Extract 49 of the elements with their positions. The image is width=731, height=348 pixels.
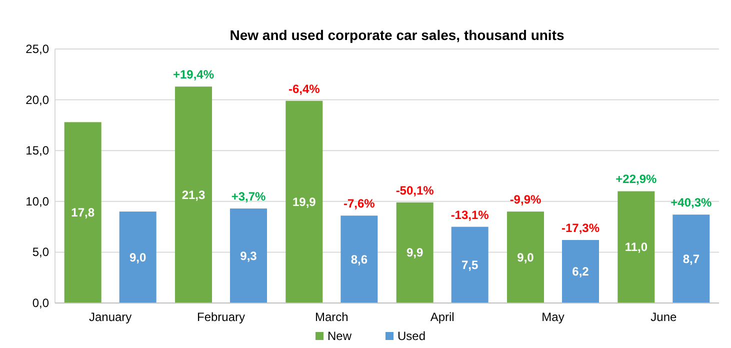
- annotation: -17,3%: [561, 221, 600, 236]
- bar: [286, 100, 323, 303]
- bar: [230, 208, 267, 303]
- data-label: 11,0: [624, 240, 648, 254]
- annotation: +40,3%: [670, 196, 712, 210]
- data-label: 7,5: [461, 258, 478, 272]
- data-label: 21,3: [182, 188, 206, 202]
- y-tick-label: 15,0: [26, 144, 50, 158]
- bar: [64, 122, 102, 303]
- y-tick-label: 5,0: [32, 245, 50, 260]
- annotation: -13,1%: [450, 208, 490, 222]
- x-tick-label: May: [542, 310, 564, 324]
- data-label: 9,9: [406, 246, 424, 260]
- annotation: +3,7%: [231, 190, 266, 204]
- data-label: 9,3: [240, 248, 258, 263]
- data-label: 17,8: [71, 206, 95, 220]
- chart-title: New and used corporate car sales, thousand units: [230, 27, 564, 43]
- legend-label: Used: [398, 329, 426, 343]
- data-label: 9,0: [129, 250, 146, 264]
- x-tick-label: February: [196, 310, 246, 324]
- bar: [451, 226, 488, 303]
- bar: [175, 86, 212, 303]
- y-tick-label: 10,0: [26, 194, 50, 208]
- bar: [507, 212, 544, 303]
- annotation: -9,9%: [510, 192, 542, 207]
- annotation: -50,1%: [396, 183, 434, 198]
- annotation: -7,6%: [343, 196, 376, 211]
- y-tick-label: 25,0: [26, 42, 50, 56]
- legend-label: New: [328, 329, 352, 343]
- bar: [618, 191, 655, 303]
- annotation: -6,4%: [288, 82, 320, 96]
- x-tick-label: April: [430, 310, 454, 324]
- x-tick-label: June: [650, 310, 677, 324]
- x-tick-label: January: [88, 310, 132, 324]
- data-label: 8,6: [350, 252, 368, 266]
- bar: [396, 202, 434, 303]
- data-label: 6,2: [572, 264, 590, 279]
- annotation: +19,4%: [172, 68, 214, 82]
- annotation: +22,9%: [616, 172, 658, 186]
- bar: [119, 212, 156, 303]
- bar: [562, 240, 599, 303]
- data-label: 8,7: [682, 252, 700, 266]
- bar: [340, 216, 378, 303]
- x-tick-label: March: [314, 310, 348, 324]
- data-label: 9,0: [517, 250, 534, 264]
- y-tick-label: 20,0: [26, 92, 50, 107]
- data-label: 19,9: [292, 194, 316, 209]
- bar: [672, 214, 710, 303]
- y-tick-label: 0,0: [32, 296, 50, 310]
